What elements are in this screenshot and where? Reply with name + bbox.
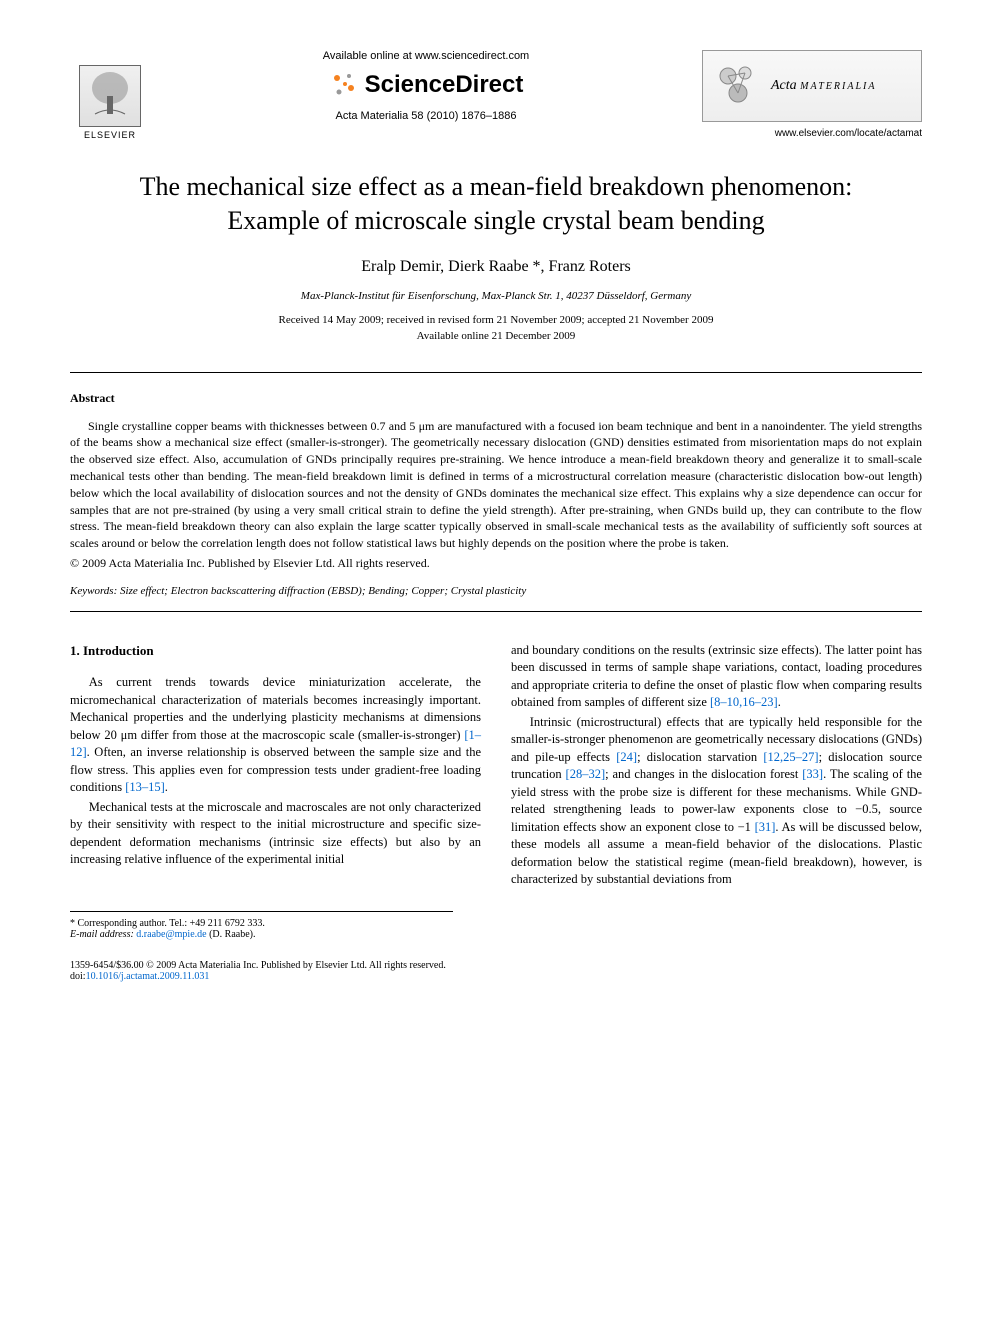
ref-link-13-15[interactable]: [13–15] [125, 780, 165, 794]
available-date: Available online 21 December 2009 [70, 330, 922, 342]
doi-link[interactable]: 10.1016/j.actamat.2009.11.031 [86, 971, 210, 982]
ref-link-28-32[interactable]: [28–32] [566, 767, 606, 781]
doi-line: doi:10.1016/j.actamat.2009.11.031 [70, 971, 922, 982]
available-online-text: Available online at www.sciencedirect.co… [150, 50, 702, 62]
header-row: ELSEVIER Available online at www.science… [70, 50, 922, 140]
elsevier-name: ELSEVIER [84, 130, 136, 140]
intro-para-2: Mechanical tests at the microscale and m… [70, 799, 481, 869]
center-header: Available online at www.sciencedirect.co… [150, 50, 702, 122]
journal-url: www.elsevier.com/locate/actamat [702, 128, 922, 139]
page-container: ELSEVIER Available online at www.science… [0, 0, 992, 1022]
intro-heading: 1. Introduction [70, 642, 481, 660]
intro-para-2-cont: and boundary conditions on the results (… [511, 642, 922, 712]
p1-text-c: . [165, 780, 168, 794]
ref-link-33[interactable]: [33] [802, 767, 823, 781]
keywords-label: Keywords: [70, 585, 117, 597]
p3-text-d: ; and changes in the dislocation forest [605, 767, 802, 781]
email-suffix: (D. Raabe). [207, 929, 256, 940]
sciencedirect-text: ScienceDirect [365, 71, 524, 99]
elsevier-tree-icon [79, 65, 141, 127]
corresponding-author: * Corresponding author. Tel.: +49 211 67… [70, 911, 453, 940]
body-two-column: 1. Introduction As current trends toward… [70, 642, 922, 891]
doi-label: doi: [70, 971, 86, 982]
p2b-text-b: . [778, 695, 781, 709]
p1-text-a: As current trends towards device miniatu… [70, 675, 481, 742]
right-column: and boundary conditions on the results (… [511, 642, 922, 891]
journal-reference: Acta Materialia 58 (2010) 1876–1886 [150, 110, 702, 122]
acta-first: Acta [771, 78, 797, 93]
intro-para-3: Intrinsic (microstructural) effects that… [511, 714, 922, 889]
authors: Eralp Demir, Dierk Raabe *, Franz Roters [70, 258, 922, 276]
acta-icon [713, 61, 763, 111]
left-column: 1. Introduction As current trends toward… [70, 642, 481, 891]
keywords-text: Size effect; Electron backscattering dif… [117, 585, 526, 597]
email-link[interactable]: d.raabe@mpie.de [136, 929, 206, 940]
sciencedirect-logo: ScienceDirect [329, 70, 524, 100]
ref-link-24[interactable]: [24] [616, 750, 637, 764]
abstract-text: Single crystalline copper beams with thi… [70, 418, 922, 552]
ref-link-8-23[interactable]: [8–10,16–23] [710, 695, 778, 709]
bottom-copyright: 1359-6454/$36.00 © 2009 Acta Materialia … [70, 960, 922, 971]
acta-second: MATERIALIA [800, 81, 876, 92]
abstract-copyright: © 2009 Acta Materialia Inc. Published by… [70, 556, 922, 571]
ref-link-31[interactable]: [31] [755, 820, 776, 834]
abstract-section: Abstract Single crystalline copper beams… [70, 372, 922, 612]
p3-text-b: ; dislocation starvation [637, 750, 763, 764]
elsevier-logo: ELSEVIER [70, 50, 150, 140]
corresp-tel: * Corresponding author. Tel.: +49 211 67… [70, 918, 453, 929]
acta-materialia-box: Acta MATERIALIA [702, 50, 922, 122]
corresp-email-line: E-mail address: d.raabe@mpie.de (D. Raab… [70, 929, 453, 940]
abstract-label: Abstract [70, 391, 922, 406]
sciencedirect-icon [329, 70, 359, 100]
keywords: Keywords: Size effect; Electron backscat… [70, 585, 922, 612]
intro-para-1: As current trends towards device miniatu… [70, 674, 481, 797]
ref-link-12-27[interactable]: [12,25–27] [763, 750, 818, 764]
affiliation: Max-Planck-Institut für Eisenforschung, … [70, 290, 922, 302]
received-dates: Received 14 May 2009; received in revise… [70, 314, 922, 326]
acta-name: Acta MATERIALIA [771, 78, 876, 94]
article-title: The mechanical size effect as a mean-fie… [110, 170, 882, 238]
email-label: E-mail address: [70, 929, 136, 940]
right-header: Acta MATERIALIA www.elsevier.com/locate/… [702, 50, 922, 139]
